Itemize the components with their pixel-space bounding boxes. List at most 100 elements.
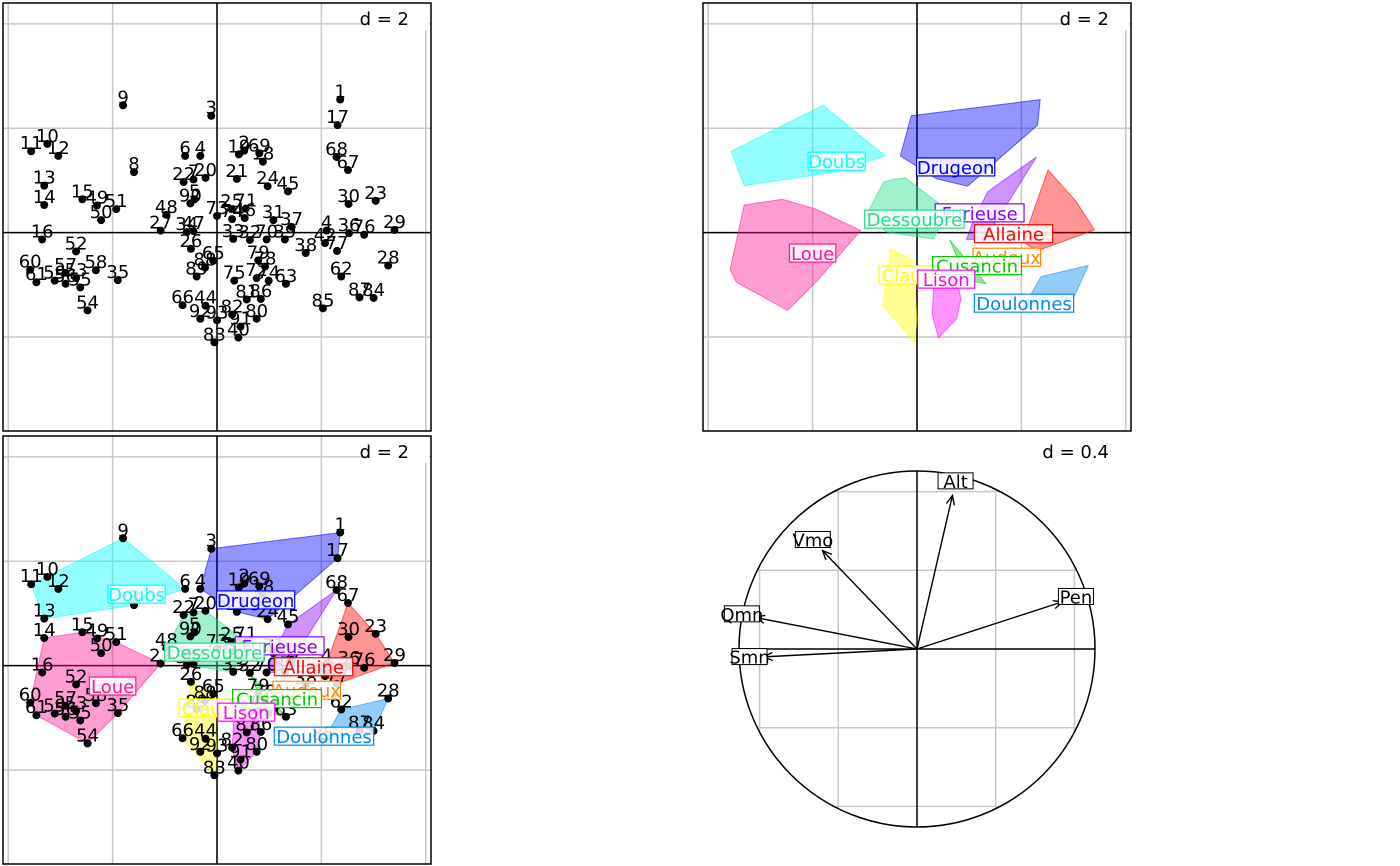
group-label-box-doubs	[107, 584, 166, 604]
vector-vmo	[822, 550, 918, 650]
point-label-27: 27	[149, 213, 172, 234]
scale-label: d = 2	[360, 9, 409, 30]
point-label-62: 62	[330, 259, 353, 280]
point-label-24: 24	[256, 168, 279, 189]
point-69	[255, 149, 264, 158]
point-label-45: 45	[277, 173, 300, 194]
point-66	[178, 301, 187, 310]
vector-label-smn: Smn	[729, 648, 769, 669]
point-label-90: 90	[179, 618, 202, 639]
point-38	[301, 249, 310, 258]
point-label-73: 73	[206, 198, 229, 219]
group-label-lison: Lison	[923, 270, 970, 291]
point-label-4: 4	[195, 138, 206, 159]
point-label-21: 21	[225, 161, 248, 182]
point-label-9: 9	[117, 87, 128, 108]
point-label-29: 29	[383, 645, 406, 666]
point-9	[119, 534, 128, 543]
group-label-drugeon: Drugeon	[917, 158, 995, 179]
point-26	[186, 677, 195, 686]
point-51	[112, 638, 121, 647]
point-label-10: 10	[36, 559, 59, 580]
point-label-74: 74	[221, 201, 244, 222]
point-34	[182, 661, 191, 670]
point-80	[252, 747, 261, 756]
point-93	[213, 749, 221, 758]
point-label-19: 19	[227, 136, 250, 157]
point-82	[228, 743, 237, 752]
point-label-91: 91	[229, 309, 252, 330]
point-label-70: 70	[255, 221, 278, 242]
point-53	[72, 274, 81, 283]
point-label-1: 1	[334, 82, 345, 103]
point-label-9: 9	[117, 520, 128, 541]
point-label-26: 26	[179, 664, 202, 685]
point-label-40: 40	[227, 320, 250, 341]
point-84	[369, 293, 378, 302]
point-label-26: 26	[179, 231, 202, 252]
point-32	[245, 668, 254, 677]
vector-label-box-pen	[1057, 587, 1094, 605]
point-17	[333, 121, 342, 130]
point-16	[38, 235, 47, 244]
point-9	[119, 101, 128, 110]
point-57	[61, 268, 70, 277]
point-60	[26, 698, 35, 707]
group-label-doulonnes: Doulonnes	[276, 727, 372, 748]
point-47	[189, 227, 198, 236]
point-63	[281, 279, 290, 288]
panel-scores-with-hulls: d = 213917101112864720269191868672124452…	[2, 435, 432, 865]
point-label-52: 52	[65, 666, 88, 687]
point-label-67: 67	[337, 585, 360, 606]
point-44	[201, 301, 210, 310]
group-label-allaine: Allaine	[283, 658, 344, 679]
group-label-dessoubre: Dessoubre	[867, 210, 963, 231]
point-24	[263, 182, 272, 191]
point-30	[344, 632, 353, 641]
point-36	[345, 229, 354, 238]
point-label-81: 81	[235, 281, 258, 302]
group-label-box-dessoubre	[864, 209, 965, 229]
point-70	[262, 668, 271, 677]
point-81	[242, 728, 251, 737]
point-59	[50, 709, 59, 718]
group-label-box-doubs	[807, 151, 866, 171]
point-label-65: 65	[202, 676, 225, 697]
point-label-83: 83	[203, 757, 226, 778]
point-label-23: 23	[364, 616, 387, 637]
point-24	[263, 615, 272, 624]
point-label-8: 8	[128, 154, 139, 175]
group-label-lison: Lison	[223, 703, 270, 724]
point-label-59: 59	[43, 696, 66, 717]
point-23	[371, 629, 380, 638]
point-label-28: 28	[377, 248, 400, 269]
point-label-6: 6	[179, 138, 190, 159]
point-20	[201, 173, 210, 182]
point-7	[189, 608, 198, 617]
group-label-box-lison	[917, 269, 976, 289]
point-label-66: 66	[171, 720, 194, 741]
vector-label-pen: Pen	[1060, 587, 1093, 608]
point-39	[280, 235, 289, 244]
point-label-17: 17	[326, 540, 349, 561]
point-label-16: 16	[31, 654, 54, 675]
point-label-6: 6	[179, 571, 190, 592]
point-label-59: 59	[43, 263, 66, 284]
point-63	[281, 712, 290, 721]
point-52	[72, 247, 81, 256]
point-14	[40, 633, 49, 642]
point-label-86: 86	[249, 281, 272, 302]
point-4	[196, 151, 205, 160]
point-label-68: 68	[325, 572, 348, 593]
point-label-75: 75	[223, 263, 246, 284]
point-label-12: 12	[47, 138, 70, 159]
point-label-3: 3	[206, 98, 217, 119]
point-78	[261, 262, 270, 271]
point-55	[76, 716, 85, 725]
panel-correlation-circle: d = 0.4 Alt Vmo Qmn Smn Pen	[720, 442, 1109, 828]
point-label-37: 37	[280, 209, 303, 230]
point-label-15: 15	[71, 614, 94, 635]
point-label-10: 10	[36, 126, 59, 147]
group-label-allaine: Allaine	[983, 225, 1044, 246]
